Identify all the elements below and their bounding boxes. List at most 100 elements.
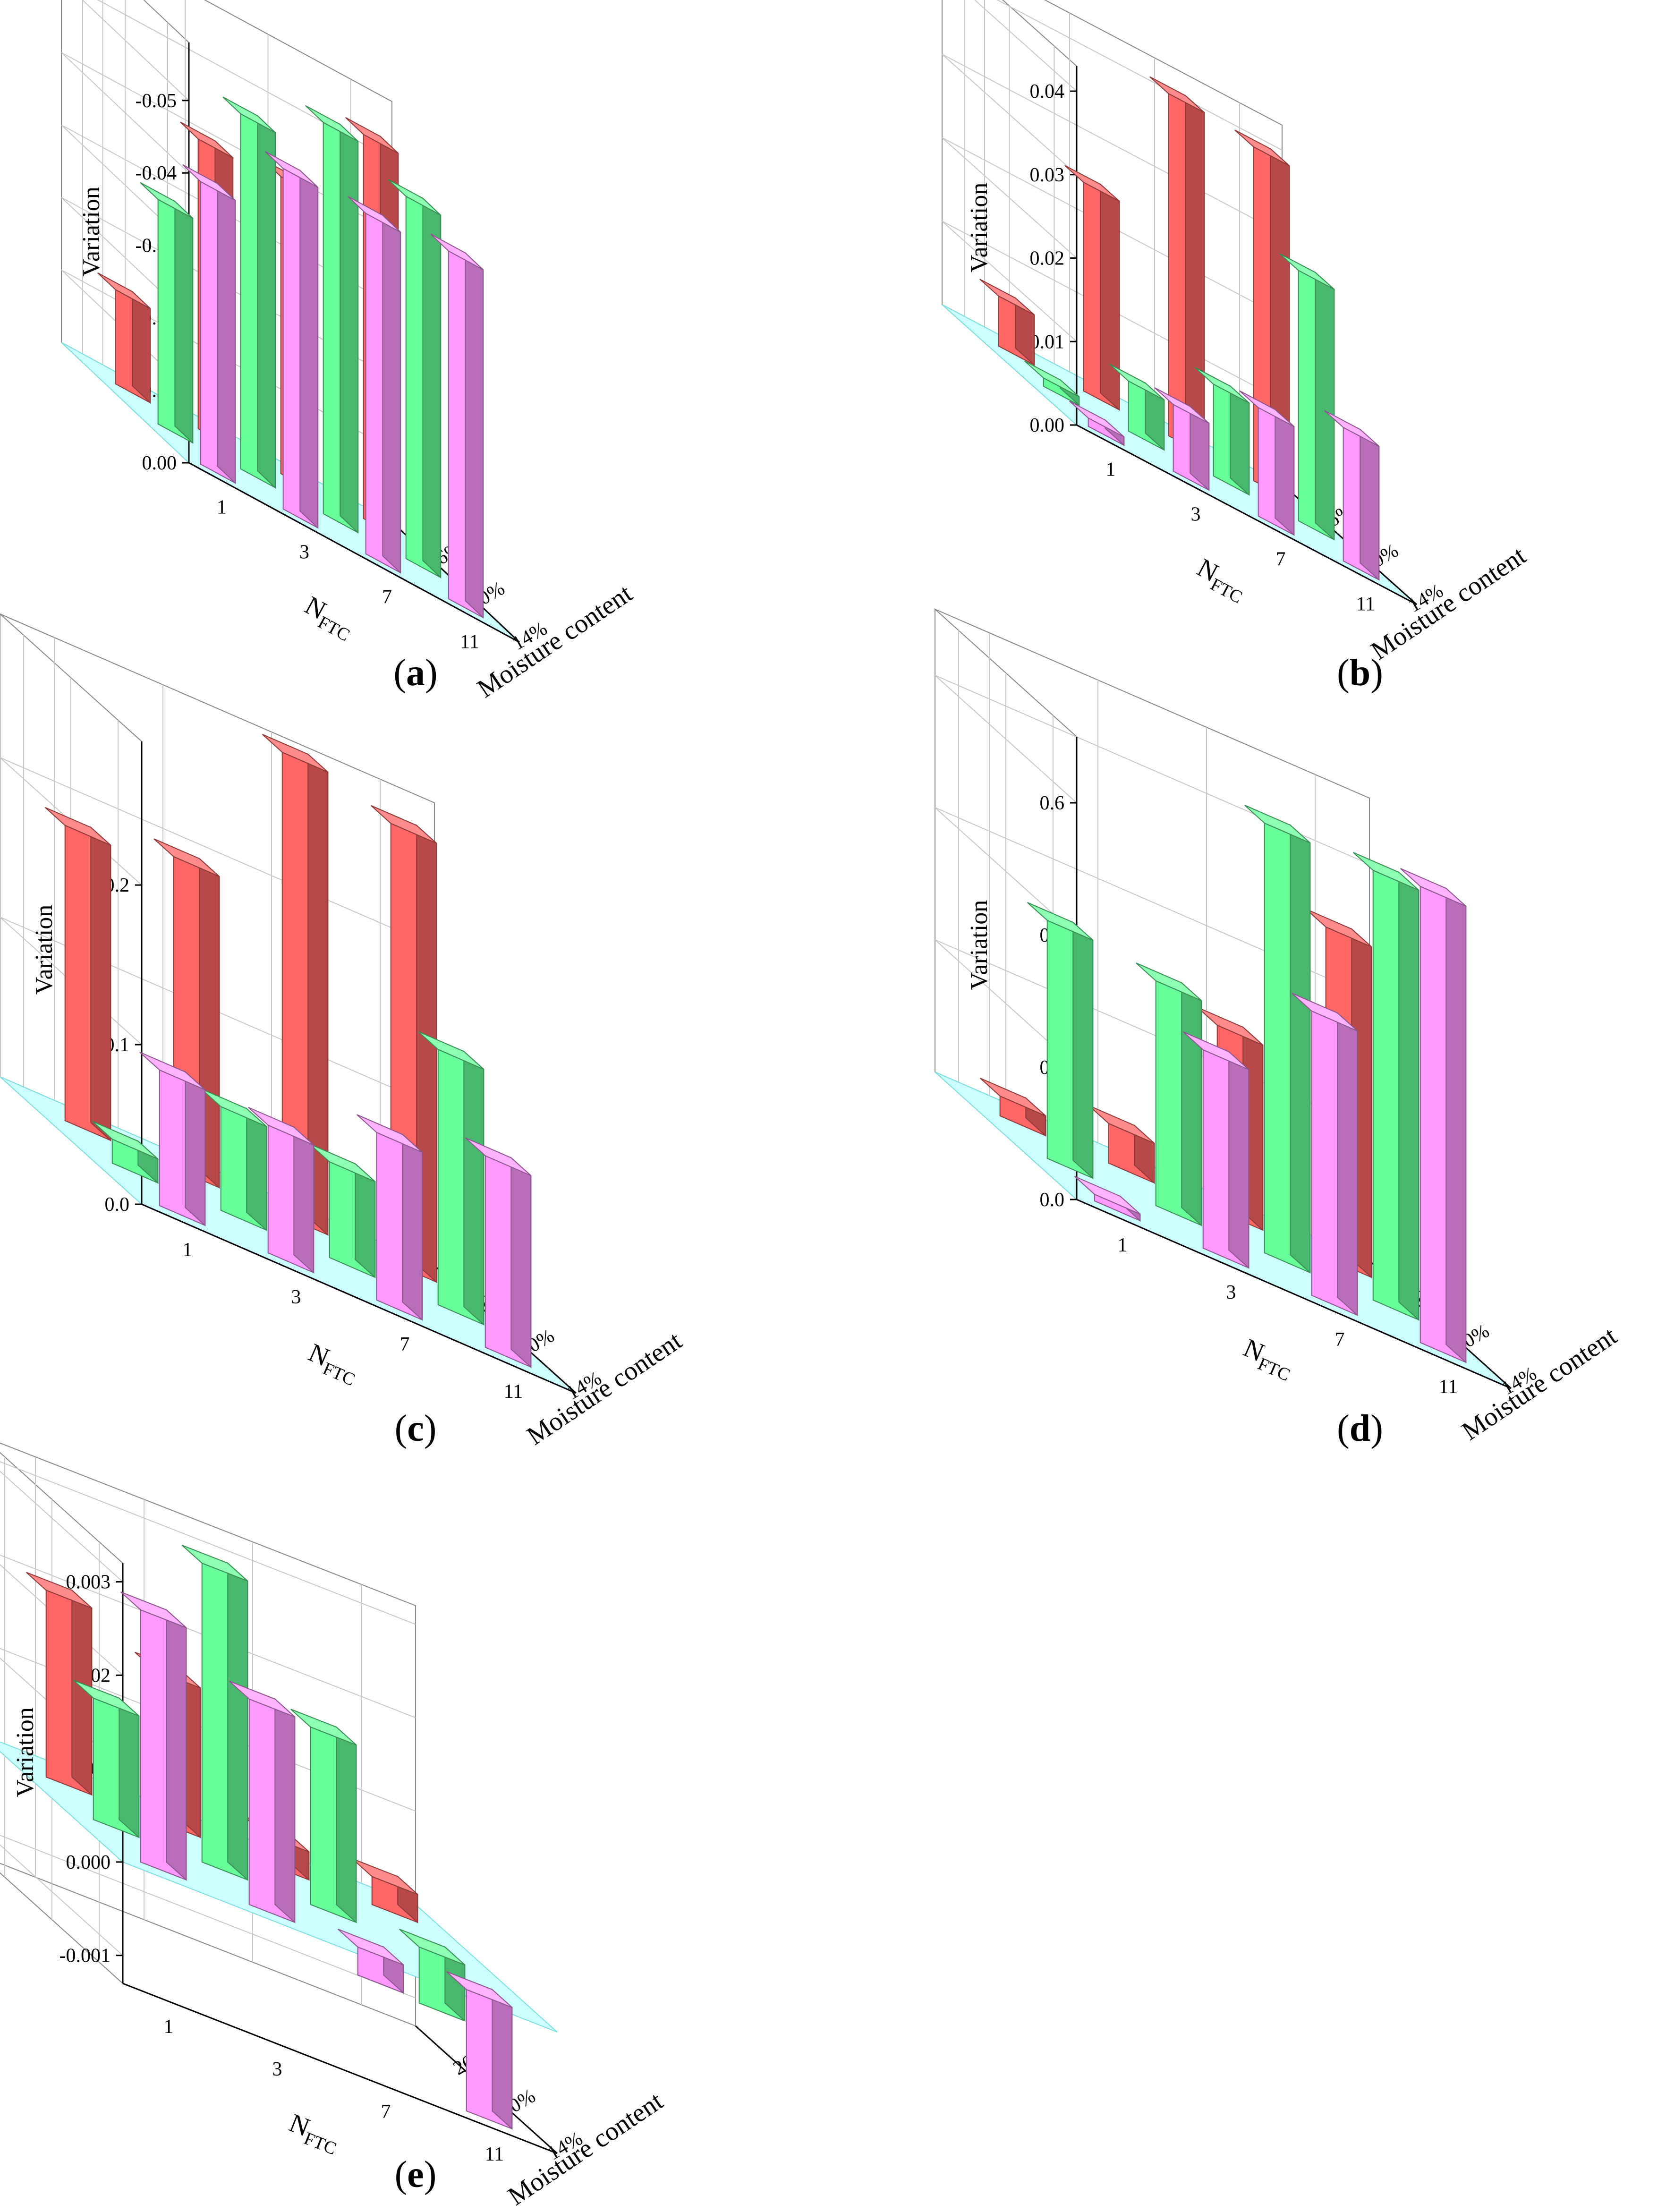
bar-14%-x7 [338,1929,404,1994]
x-tick-label: 1 [183,1239,193,1261]
bar-26%-x7 [262,734,329,1236]
y-tick-label: 0.000 [66,1852,111,1873]
bar-14%-x11 [465,1137,532,1369]
bar-14%-x1 [182,164,236,485]
bar-20%-x1 [92,1121,159,1184]
bar-20%-x3 [222,96,276,489]
y-axis-label: Variation [12,1707,39,1797]
caption-e: (e) [394,2154,437,2195]
bar-20%-x3 [182,1545,248,1881]
y-tick-label: 0.01 [1030,331,1065,353]
x-tick-label: 7 [400,1334,410,1355]
x-tick-label: 11 [504,1381,523,1403]
bars [980,805,1467,1364]
y-tick-label: 0.03 [1030,164,1065,186]
y-tick-label: 0.02 [1030,248,1065,270]
x-axis-label: NFTC [1237,1333,1299,1385]
bar-14%-x11 [1324,410,1380,581]
x-axis-label: NFTC [283,2108,344,2159]
bar-20%-x7 [1194,366,1250,496]
x-tick-label: 7 [1335,1329,1345,1351]
chart-svg-d: 0.00.20.40.6Variation13711NFTC14%20%26%M… [935,608,1623,1446]
y-tick-label: -0.05 [136,90,177,112]
x-tick-label: 1 [164,2016,174,2038]
bar-26%-x3 [1088,1105,1155,1184]
x-axis-label: NFTC [302,1338,364,1390]
y-tick-label: -0.001 [60,1945,111,1967]
bar-14%-x11 [1400,868,1467,1364]
bars [26,1545,513,2130]
x-axis: 1 3 7 11 NFTC [1076,424,1417,615]
x-tick-label: 7 [381,2101,391,2123]
bar-14%-x3 [1183,1031,1250,1269]
bar-20%-x7 [1244,805,1311,1274]
x-tick-label: 11 [1356,594,1375,615]
bar-26%-x1 [97,272,151,404]
bar-26%-x11 [352,1858,418,1923]
caption-b: (b) [1337,652,1383,694]
caption-a: (a) [393,652,438,694]
bar-20%-x3 [201,1088,267,1232]
chart-panel-b: 0.00 0.01 0.02 0.03 0.04 Variation 1 3 7 11 NFTC 14… [935,0,1666,666]
y-tick-label: -0.04 [136,162,177,184]
x-tick-label: 3 [299,542,309,563]
bar-14%-x1 [139,1051,206,1227]
y-tick-label: 0.0 [105,1194,130,1216]
bar-20%-x1 [73,1680,140,1838]
bar-14%-x3 [229,1681,296,1923]
bar-14%-x1 [1069,400,1125,447]
bar-20%-x7 [309,1143,376,1279]
bar-14%-x1 [120,1591,187,1881]
bar-14%-x7 [1239,390,1295,536]
y-tick-label: 0.00 [1030,415,1065,436]
bar-26%-x1 [45,807,111,1142]
bar-14%-x7 [1292,993,1358,1317]
chart-svg-a: 0.00-0.01-0.02-0.03-0.04-0.05Variation13… [61,0,638,704]
x-tick-label: 3 [272,2059,282,2080]
x-axis-label: NFTC [298,591,360,646]
y-tick-label: 0.0 [1040,1189,1065,1211]
bar-20%-x11 [418,1031,484,1326]
bars [45,734,532,1369]
bar-14%-x3 [1154,387,1210,492]
bar-14%-x3 [248,1106,314,1274]
y-tick-label: 0.00 [142,452,177,474]
bar-14%-x7 [357,1114,423,1321]
y-axis-label: Variation [78,187,105,277]
chart-svg-c: 0.00.10.2Variation13711NFTC14%20%26%Mois… [0,613,688,1451]
bar-20%-x3 [1109,364,1165,451]
chart-panel-c: 0.00.10.2Variation13711NFTC14%20%26%Mois… [0,613,833,1451]
bar-26%-x1 [26,1572,93,1796]
x-tick-label: 11 [460,631,479,653]
y-axis-label: Variation [31,905,58,995]
x-tick-label: 1 [1118,1234,1128,1256]
bar-20%-x11 [1353,852,1420,1321]
bar-14%-x11 [430,233,484,619]
y-axis-label: Variation [966,900,993,990]
x-tick-label: 7 [382,587,392,608]
bar-14%-x1 [1074,1176,1141,1222]
x-tick-label: 1 [1106,459,1116,481]
bar-20%-x1 [1027,902,1094,1180]
y-tick-label: 0.003 [66,1572,111,1593]
chart-panel-a: 0.00 -0.01 -0.02 -0.03 -0.04 -0.05 Variation 1 3… [0,0,833,704]
x-tick-label: 11 [1439,1376,1458,1398]
y-axis-label: Variation [966,183,993,273]
caption-c: (c) [394,1408,437,1449]
bar-14%-x11 [446,1971,513,2130]
y-axis: 0.00 0.01 0.02 0.03 0.04 Variation [966,66,1078,436]
x-axis: 1 3 7 11 NFTC [188,462,520,653]
bar-14%-x3 [265,151,319,529]
x-tick-label: 11 [485,2144,504,2165]
chart-svg-e: -0.0010.0000.0010.0020.003Variation13711… [0,1442,669,2211]
y-tick-label: 0.6 [1040,792,1065,814]
caption-d: (d) [1337,1408,1383,1449]
x-tick-label: 1 [217,497,227,519]
bar-20%-x7 [305,105,359,534]
bar-14%-x7 [348,196,401,574]
x-tick-label: 7 [1276,549,1286,570]
chart-panel-e: -0.0010.0000.0010.0020.003Variation13711… [0,1442,833,2211]
x-tick-label: 3 [1191,504,1201,526]
bar-26%-x1 [979,279,1035,366]
